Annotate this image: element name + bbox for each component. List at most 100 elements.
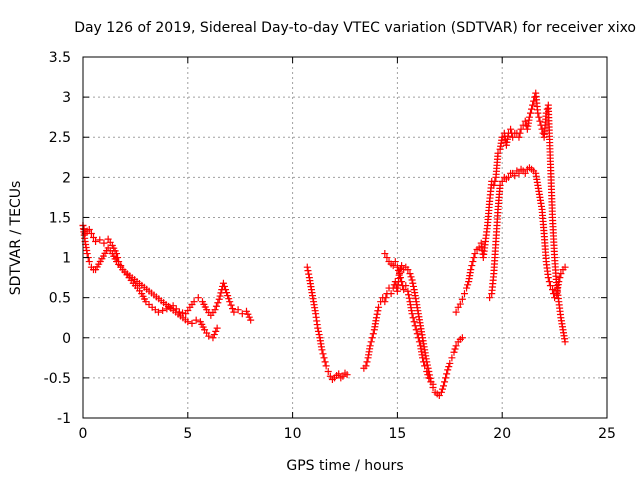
- data-point-sample: [556, 274, 564, 282]
- data-point: [211, 306, 219, 314]
- data-point-sample: [535, 113, 543, 121]
- data-point: [429, 380, 437, 388]
- data-point: [458, 334, 466, 342]
- data-point: [486, 294, 494, 302]
- data-point: [318, 346, 326, 354]
- data-point: [184, 318, 192, 326]
- data-point: [528, 105, 536, 113]
- data-point-sample: [227, 301, 235, 309]
- y-tick-label: -1: [57, 411, 71, 427]
- data-point: [555, 278, 563, 286]
- series-segment-2: [79, 221, 221, 342]
- data-point: [192, 316, 200, 324]
- data-point: [383, 254, 391, 262]
- data-point-sample: [529, 101, 537, 109]
- y-tick-label: 0: [62, 331, 71, 347]
- data-point: [456, 300, 464, 308]
- data-point: [190, 298, 198, 306]
- data-point: [494, 149, 502, 157]
- data-point: [366, 342, 374, 350]
- data-point-sample: [214, 299, 222, 307]
- data-point: [335, 370, 343, 378]
- data-point: [247, 316, 255, 324]
- data-point-sample: [225, 295, 233, 303]
- data-point: [303, 263, 311, 271]
- series-segment-4: [360, 262, 466, 400]
- data-point-sample: [526, 109, 534, 117]
- data-point: [205, 332, 213, 340]
- data-point: [515, 169, 523, 177]
- data-point: [314, 324, 322, 332]
- data-point-sample: [405, 291, 413, 299]
- data-point: [398, 262, 406, 270]
- data-point: [414, 334, 422, 342]
- data-point-sample: [415, 338, 423, 346]
- data-point-sample: [443, 370, 451, 378]
- data-point: [557, 270, 565, 278]
- data-markers: [79, 89, 569, 400]
- data-point-sample: [491, 177, 499, 185]
- data-point: [154, 308, 162, 316]
- data-point: [460, 290, 468, 298]
- x-tick-label: 20: [493, 426, 511, 442]
- data-point: [517, 125, 525, 133]
- data-point: [425, 374, 433, 382]
- data-point: [498, 177, 506, 185]
- y-tick-label: 3.5: [49, 50, 71, 66]
- data-point-sample: [223, 289, 231, 297]
- data-point: [509, 133, 517, 141]
- data-point-sample: [545, 278, 553, 286]
- data-point: [469, 258, 477, 266]
- data-point: [419, 354, 427, 362]
- data-point: [450, 348, 458, 356]
- x-axis-label: GPS time / hours: [286, 458, 403, 474]
- data-point-sample: [373, 310, 381, 318]
- data-point: [372, 314, 380, 322]
- data-point-sample: [212, 327, 220, 335]
- data-point-sample: [244, 310, 252, 318]
- data-point: [404, 287, 412, 295]
- data-point-sample: [210, 331, 218, 339]
- data-point-sample: [424, 371, 432, 379]
- series-segment-7: [486, 164, 569, 302]
- data-point: [96, 236, 104, 244]
- series-segment-6: [452, 89, 569, 346]
- data-point: [561, 263, 569, 271]
- data-point: [544, 274, 552, 282]
- data-point: [194, 294, 202, 302]
- data-point-sample: [374, 307, 382, 315]
- data-point: [322, 362, 330, 370]
- data-point: [398, 278, 406, 286]
- data-point-sample: [438, 385, 446, 393]
- data-point: [448, 354, 456, 362]
- data-point-sample: [321, 358, 329, 366]
- data-point-sample: [516, 129, 524, 137]
- data-point-sample: [411, 322, 419, 330]
- data-point: [368, 334, 376, 342]
- data-point: [546, 282, 554, 290]
- data-point: [389, 262, 397, 270]
- data-point: [507, 125, 515, 133]
- data-point: [387, 290, 395, 298]
- data-point-sample: [382, 294, 390, 302]
- data-point: [188, 319, 196, 327]
- series-segment-3: [303, 263, 351, 383]
- y-tick-label: 2: [62, 170, 71, 186]
- data-point-sample: [305, 270, 313, 278]
- data-point-sample: [394, 266, 402, 274]
- data-point: [458, 295, 466, 303]
- data-point: [412, 326, 420, 334]
- data-point: [504, 173, 512, 181]
- data-point-sample: [464, 281, 472, 289]
- data-point: [423, 367, 431, 375]
- plot-frame: [82, 56, 608, 419]
- data-point: [215, 295, 223, 303]
- data-point-sample: [413, 330, 421, 338]
- data-point: [395, 270, 403, 278]
- data-point-sample: [405, 294, 413, 302]
- data-point: [242, 307, 250, 315]
- data-point: [219, 279, 227, 287]
- data-point: [343, 371, 351, 379]
- data-point: [400, 286, 408, 294]
